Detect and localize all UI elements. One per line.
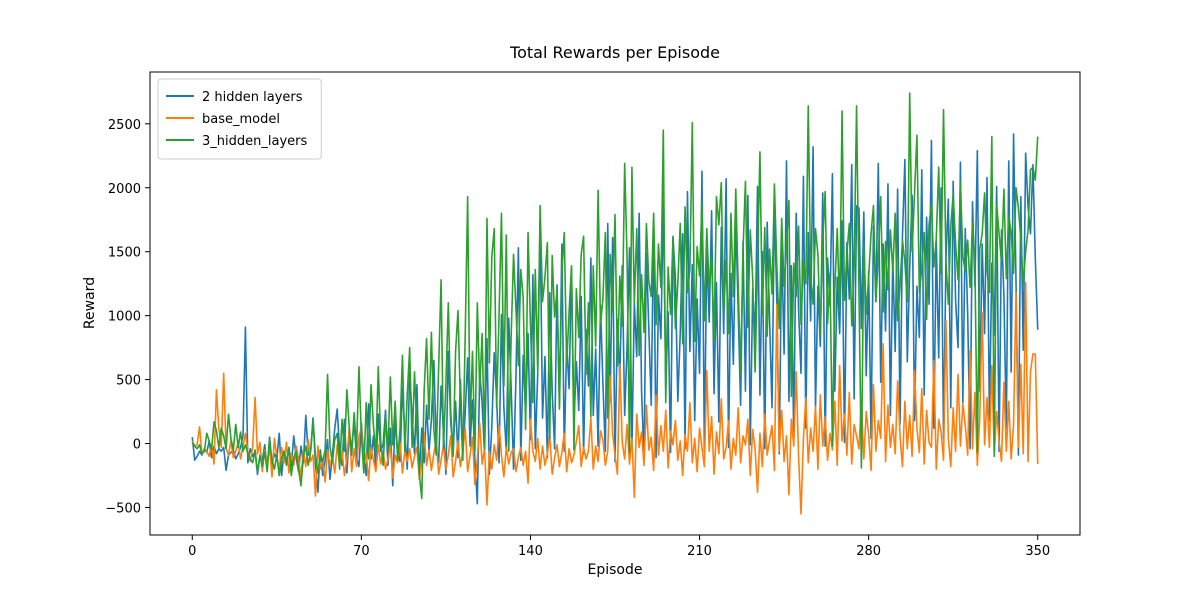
legend-label: 2 hidden layers: [202, 90, 303, 105]
y-tick-label: −500: [105, 502, 141, 517]
x-tick-label: 280: [856, 544, 881, 559]
x-tick-label: 210: [687, 544, 712, 559]
y-tick-label: 1000: [108, 310, 141, 325]
y-axis-label: Reward: [82, 277, 98, 329]
y-tick-label: 2500: [108, 118, 141, 133]
axes-frame: [149, 71, 1081, 536]
y-tick-label: 1500: [108, 246, 141, 261]
legend-label: 3_hidden_layers: [202, 134, 307, 149]
x-axis-label: Episode: [588, 562, 643, 578]
legend-box: [157, 78, 322, 160]
y-tick-label: 2000: [108, 182, 141, 197]
y-tick-label: 500: [116, 374, 141, 389]
series-line: [191, 133, 1039, 505]
x-tick-label: 0: [188, 544, 196, 559]
x-tick-label: 140: [518, 544, 543, 559]
x-tick-label: 350: [1025, 544, 1050, 559]
legend: 2 hidden layers base_model 3_hidden_layers: [157, 78, 322, 160]
series-line: [191, 92, 1039, 500]
chart-title: Total Rewards per Episode: [509, 43, 720, 62]
x-tick-label: 70: [353, 544, 370, 559]
legend-label: base_model: [202, 112, 280, 127]
y-tick-label: 0: [133, 438, 141, 453]
